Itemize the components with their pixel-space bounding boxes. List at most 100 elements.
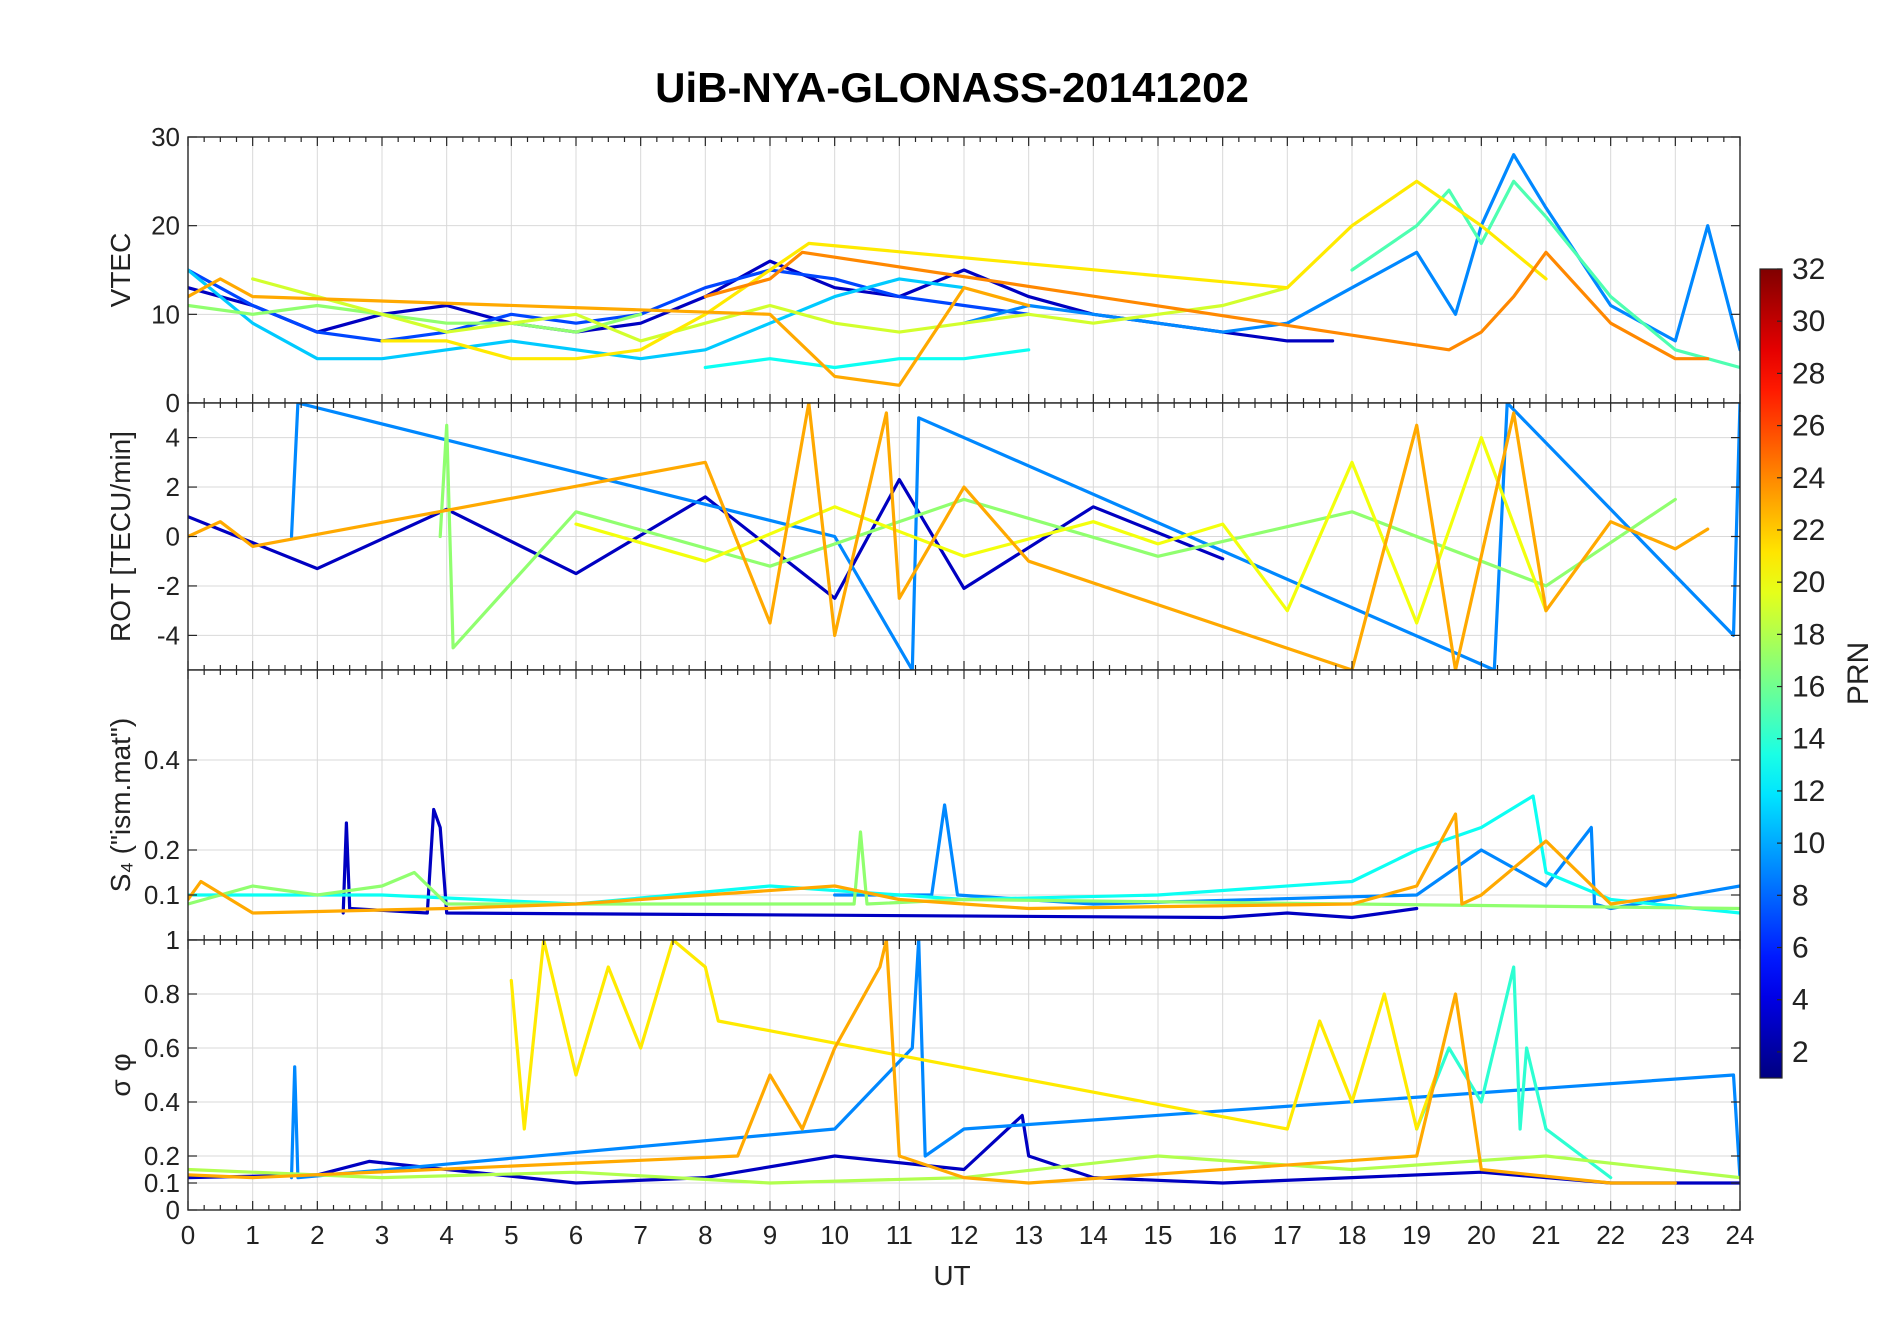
colorbar-tick-label: 10 xyxy=(1792,827,1825,860)
y-tick-label: 0.4 xyxy=(144,1087,180,1117)
y-tick-label: 0.8 xyxy=(144,979,180,1009)
y-axis-label: VTEC xyxy=(105,233,136,308)
y-axis-label: S₄ ("ism.mat") xyxy=(105,718,136,892)
colorbar-tick-label: 14 xyxy=(1792,723,1825,756)
y-tick-label: 0.4 xyxy=(144,745,180,775)
series-line-prn-21 xyxy=(380,179,1548,361)
colorbar-tick-label: 24 xyxy=(1792,462,1825,495)
x-tick-label: 11 xyxy=(886,1220,913,1250)
y-tick-label: 30 xyxy=(151,122,180,152)
y-tick-label: 2 xyxy=(166,472,180,502)
x-tick-label: 5 xyxy=(504,1220,518,1250)
series-line-prn-13 xyxy=(703,348,1031,370)
colorbar-tick-label: 12 xyxy=(1792,775,1825,808)
series-line-prn-23 xyxy=(188,940,1677,1185)
x-tick-label: 3 xyxy=(375,1220,389,1250)
x-tick-label: 21 xyxy=(1532,1220,1561,1250)
series-line-prn-9 xyxy=(833,803,1740,911)
x-axis-label: UT xyxy=(933,1260,970,1291)
colorbar-tick-label: 30 xyxy=(1792,305,1825,338)
series-line-prn-9 xyxy=(289,403,1740,670)
chart-title: UiB-NYA-GLONASS-20141202 xyxy=(655,64,1249,111)
series-line-prn-24 xyxy=(703,250,1710,361)
panel-sigma_phi: 00.10.20.40.60.81σ φ0 1 2 3 4 5 6 7 8 9 10 11 12 13 14… xyxy=(105,925,1754,1250)
colorbar-tick-label: 18 xyxy=(1792,618,1825,651)
x-tick-label: 20 xyxy=(1467,1220,1496,1250)
series-line-prn-17 xyxy=(188,303,643,334)
colorbar-tick-label: 28 xyxy=(1792,357,1825,390)
series-group xyxy=(188,940,1740,1185)
colorbar-label: PRN xyxy=(1842,642,1875,705)
series-line-prn-3 xyxy=(188,1113,1740,1185)
series-line-prn-15 xyxy=(1350,179,1740,370)
series-group xyxy=(188,153,1740,387)
colorbar-tick-label: 4 xyxy=(1792,984,1809,1017)
panel-rot: -4 -2 0 2 4 ROT [TECU/min] xyxy=(105,402,1741,671)
series-line-prn-11 xyxy=(188,268,966,361)
x-tick-label: 24 xyxy=(1726,1220,1755,1250)
y-tick-label: 0.2 xyxy=(144,835,180,865)
series-line-prn-3 xyxy=(188,478,1225,600)
series-line-prn-21 xyxy=(509,940,1438,1131)
panel-vtec: 0 10 20 30 VTEC xyxy=(105,122,1741,418)
x-tick-label: 14 xyxy=(1079,1220,1108,1250)
x-tick-label: 15 xyxy=(1144,1220,1173,1250)
x-tick-label: 1 xyxy=(245,1220,259,1250)
series-line-prn-7 xyxy=(188,268,1031,343)
y-tick-label: 0 xyxy=(166,522,180,552)
y-tick-label: 1 xyxy=(166,925,180,955)
series-line-prn-23 xyxy=(188,403,1710,670)
y-tick-label: 0.1 xyxy=(144,1168,180,1198)
x-tick-label: 4 xyxy=(439,1220,453,1250)
colorbar-tick-label: 32 xyxy=(1792,253,1825,286)
x-tick-label: 18 xyxy=(1338,1220,1367,1250)
y-tick-label: 4 xyxy=(166,423,180,453)
y-tick-label: 20 xyxy=(151,211,180,241)
y-tick-label: 0.6 xyxy=(144,1033,180,1063)
y-tick-label: 0.1 xyxy=(144,880,180,910)
x-tick-label: 7 xyxy=(633,1220,647,1250)
series-group xyxy=(188,794,1740,920)
x-tick-label: 10 xyxy=(820,1220,849,1250)
x-tick-label: 13 xyxy=(1014,1220,1043,1250)
x-tick-label: 19 xyxy=(1402,1220,1431,1250)
x-tick-label: 6 xyxy=(569,1220,583,1250)
colorbar-tick-label: 8 xyxy=(1792,879,1809,912)
colorbar-tick-label: 26 xyxy=(1792,410,1825,443)
colorbar-scale xyxy=(1759,268,1783,1079)
series-line-prn-17 xyxy=(438,423,1677,650)
x-tick-label: 2 xyxy=(310,1220,324,1250)
colorbar-tick-label: 20 xyxy=(1792,566,1825,599)
colorbar-tick-label: 16 xyxy=(1792,671,1825,704)
x-tick-label: 16 xyxy=(1208,1220,1237,1250)
x-tick-label: 17 xyxy=(1273,1220,1302,1250)
y-tick-label: -2 xyxy=(157,571,180,601)
y-tick-label: 10 xyxy=(151,299,180,329)
x-tick-label: 23 xyxy=(1661,1220,1690,1250)
panel-s4: 0.1 0.2 0.4 S₄ ("ism.mat") xyxy=(105,669,1741,941)
colorbar-tick-label: 2 xyxy=(1792,1036,1809,1069)
y-tick-label: 0.2 xyxy=(144,1141,180,1171)
series-line-prn-17 xyxy=(188,830,1740,911)
x-tick-label: 12 xyxy=(950,1220,979,1250)
series-line-prn-9 xyxy=(289,940,1740,1180)
series-line-prn-14 xyxy=(1415,965,1613,1180)
series-line-prn-23 xyxy=(188,277,1031,387)
y-tick-label: 0 xyxy=(166,388,180,418)
x-tick-label: 22 xyxy=(1596,1220,1625,1250)
x-tick-label: 9 xyxy=(763,1220,777,1250)
y-tick-label: 0 xyxy=(166,1195,180,1225)
series-line-prn-3 xyxy=(341,807,1419,920)
y-tick-label: -4 xyxy=(157,620,180,650)
colorbar-tick-label: 6 xyxy=(1792,932,1809,965)
x-tick-label: 0 xyxy=(181,1220,195,1250)
series-line-prn-19 xyxy=(251,277,1289,343)
y-axis-label: ROT [TECU/min] xyxy=(105,431,136,642)
series-line-prn-23 xyxy=(188,812,1677,915)
series-group xyxy=(188,403,1740,670)
colorbar-tick-label: 22 xyxy=(1792,514,1825,547)
x-tick-label: 8 xyxy=(698,1220,712,1250)
